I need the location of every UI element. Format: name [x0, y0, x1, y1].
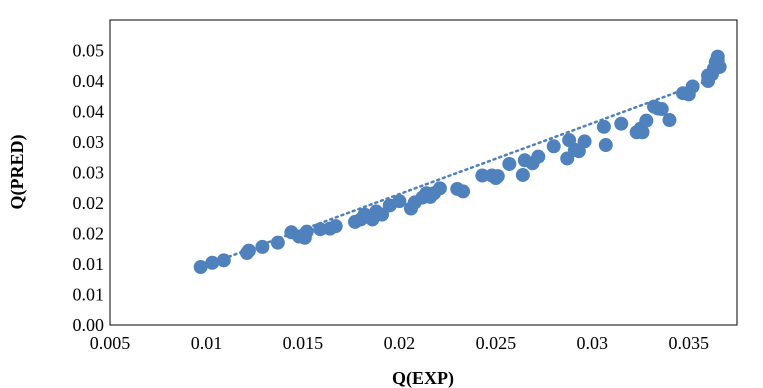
data-point — [475, 168, 490, 183]
data-point — [328, 219, 343, 234]
data-points — [193, 49, 727, 275]
data-point — [490, 169, 505, 184]
x-tick-label: 0.015 — [283, 333, 324, 353]
y-tick-label: 0.04 — [73, 102, 105, 122]
x-tick-label: 0.03 — [577, 333, 609, 353]
data-point — [710, 53, 725, 68]
data-point — [375, 207, 390, 222]
y-axis-title: Q(PRED) — [7, 135, 28, 210]
x-tick-label: 0.02 — [384, 333, 416, 353]
data-point — [255, 239, 270, 254]
y-tick-label: 0.04 — [73, 71, 105, 91]
data-point — [502, 156, 517, 171]
x-axis-ticks: 0.005 0.01 0.015 0.02 0.025 0.03 0.035 — [90, 333, 709, 353]
y-tick-label: 0.01 — [73, 254, 105, 274]
data-point — [432, 181, 447, 196]
data-point — [598, 138, 613, 153]
y-tick-label: 0.02 — [73, 193, 105, 213]
data-point — [270, 235, 285, 250]
data-point — [515, 167, 530, 182]
y-tick-label: 0.05 — [73, 41, 105, 61]
data-point — [577, 134, 592, 149]
plot-area — [109, 19, 738, 326]
data-point — [596, 119, 611, 134]
data-point — [639, 113, 654, 128]
data-point — [299, 224, 314, 239]
y-tick-label: 0.00 — [73, 315, 105, 335]
x-tick-label: 0.005 — [90, 333, 131, 353]
data-point — [614, 116, 629, 131]
data-point — [205, 255, 220, 270]
y-tick-label: 0.03 — [73, 163, 105, 183]
data-point — [635, 125, 650, 140]
y-axis-ticks: 0.00 0.01 0.01 0.02 0.02 0.03 0.03 0.04 0.04 0.05 — [73, 41, 105, 336]
x-tick-label: 0.035 — [669, 333, 710, 353]
y-tick-label: 0.01 — [73, 285, 105, 305]
data-point — [392, 194, 407, 209]
data-point — [662, 113, 677, 128]
x-tick-label: 0.01 — [191, 333, 223, 353]
data-point — [685, 79, 700, 94]
data-point — [546, 139, 561, 154]
data-point — [241, 243, 256, 258]
data-point — [654, 102, 669, 117]
x-axis-title: Q(EXP) — [392, 368, 454, 388]
data-point — [193, 260, 208, 275]
x-tick-label: 0.025 — [476, 333, 517, 353]
data-point — [456, 184, 471, 199]
y-tick-label: 0.03 — [73, 132, 105, 152]
y-tick-label: 0.02 — [73, 224, 105, 244]
data-point — [216, 253, 231, 268]
data-point — [531, 149, 546, 164]
